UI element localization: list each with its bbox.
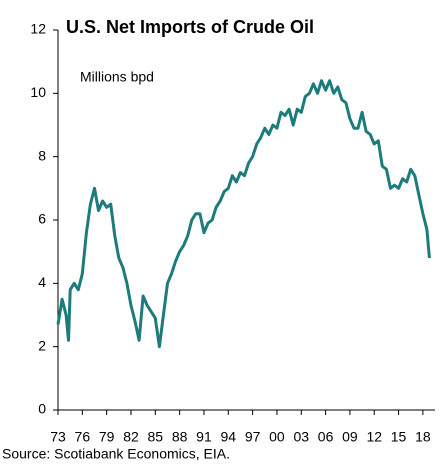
y-tick-label: 6	[38, 211, 46, 227]
x-tick-label: 73	[50, 429, 66, 445]
source: Source: Scotiabank Economics, EIA.	[2, 446, 230, 462]
x-tick-label: 06	[318, 429, 334, 445]
x-tick-label: 76	[75, 429, 91, 445]
y-tick-label: 2	[38, 337, 46, 353]
x-tick-label: 82	[123, 429, 139, 445]
y-tick-label: 12	[30, 21, 46, 37]
x-tick-label: 79	[99, 429, 115, 445]
x-tick-label: 94	[220, 429, 236, 445]
x-tick-label: 88	[172, 429, 188, 445]
y-tick-label: 4	[38, 274, 46, 290]
line	[56, 79, 431, 349]
x-tick-label: 97	[245, 429, 261, 445]
x-tick-label: 15	[391, 429, 407, 445]
x-tick-label: 03	[293, 429, 309, 445]
annotation: Millions bpd	[80, 69, 154, 85]
x-tick-label: 00	[269, 429, 285, 445]
y-tick-label: 10	[30, 84, 46, 100]
y-tick-label: 0	[38, 401, 46, 417]
x-tick-label: 85	[148, 429, 164, 445]
x-tick-label: 91	[196, 429, 212, 445]
x-tick-label: 18	[415, 429, 431, 445]
y-tick-label: 8	[38, 147, 46, 163]
x-tick-label: 09	[342, 429, 358, 445]
chart-title: U.S. Net Imports of Crude Oil	[66, 17, 314, 37]
x-tick-label: 12	[366, 429, 382, 445]
